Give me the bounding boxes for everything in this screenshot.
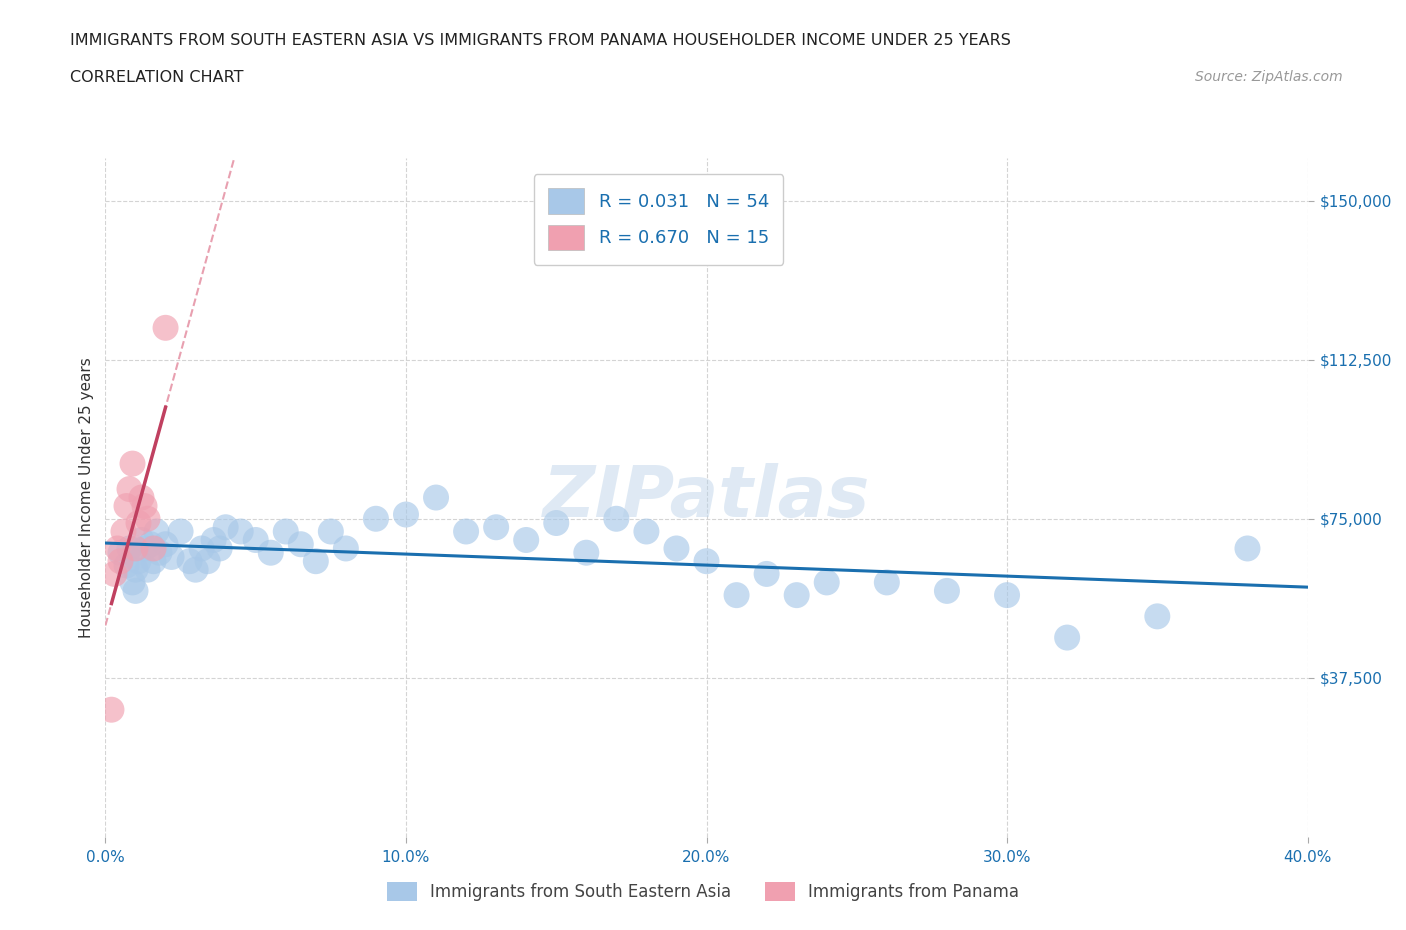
Point — [208, 541, 231, 556]
Point — [134, 498, 156, 513]
Point — [128, 515, 150, 530]
Point — [148, 545, 170, 560]
Point — [696, 553, 718, 568]
Point — [725, 588, 748, 603]
Point — [115, 558, 138, 573]
Point — [1146, 609, 1168, 624]
Point — [121, 575, 143, 590]
Point — [395, 507, 418, 522]
Point — [815, 575, 838, 590]
Point — [136, 563, 159, 578]
Point — [1236, 541, 1258, 556]
Point — [335, 541, 357, 556]
Point — [546, 515, 568, 530]
Point — [274, 525, 297, 539]
Point — [142, 553, 165, 568]
Point — [575, 545, 598, 560]
Point — [936, 583, 959, 598]
Point — [636, 525, 658, 539]
Text: IMMIGRANTS FROM SOUTH EASTERN ASIA VS IMMIGRANTS FROM PANAMA HOUSEHOLDER INCOME : IMMIGRANTS FROM SOUTH EASTERN ASIA VS IM… — [70, 33, 1011, 47]
Point — [128, 553, 150, 568]
Point — [245, 533, 267, 548]
Point — [202, 533, 225, 548]
Point — [115, 498, 138, 513]
Point — [107, 541, 129, 556]
Text: CORRELATION CHART: CORRELATION CHART — [70, 70, 243, 85]
Point — [364, 512, 387, 526]
Point — [786, 588, 808, 603]
Point — [118, 482, 141, 497]
Point — [131, 533, 153, 548]
Point — [197, 553, 219, 568]
Point — [103, 566, 125, 581]
Point — [515, 533, 537, 548]
Point — [160, 550, 183, 565]
Y-axis label: Householder Income Under 25 years: Householder Income Under 25 years — [79, 357, 94, 638]
Legend: R = 0.031   N = 54, R = 0.670   N = 15: R = 0.031 N = 54, R = 0.670 N = 15 — [533, 174, 783, 265]
Text: ZIPatlas: ZIPatlas — [543, 463, 870, 532]
Point — [755, 566, 778, 581]
Point — [155, 320, 177, 336]
Point — [131, 490, 153, 505]
Point — [454, 525, 477, 539]
Point — [110, 553, 132, 568]
Point — [305, 553, 328, 568]
Point — [155, 537, 177, 551]
Point — [605, 512, 627, 526]
Point — [485, 520, 508, 535]
Point — [876, 575, 898, 590]
Point — [169, 525, 191, 539]
Text: Source: ZipAtlas.com: Source: ZipAtlas.com — [1195, 70, 1343, 84]
Point — [425, 490, 447, 505]
Point — [665, 541, 688, 556]
Point — [124, 541, 146, 556]
Point — [319, 525, 342, 539]
Point — [136, 512, 159, 526]
Point — [142, 541, 165, 556]
Point — [139, 537, 162, 551]
Point — [110, 545, 132, 560]
Point — [995, 588, 1018, 603]
Point — [190, 541, 212, 556]
Point — [124, 563, 146, 578]
Point — [260, 545, 283, 560]
Point — [184, 563, 207, 578]
Point — [121, 457, 143, 472]
Legend: Immigrants from South Eastern Asia, Immigrants from Panama: Immigrants from South Eastern Asia, Immi… — [380, 875, 1026, 908]
Point — [112, 525, 135, 539]
Point — [100, 702, 122, 717]
Point — [118, 541, 141, 556]
Point — [134, 541, 156, 556]
Point — [145, 525, 167, 539]
Point — [179, 553, 201, 568]
Point — [1056, 631, 1078, 645]
Point — [214, 520, 236, 535]
Point — [290, 537, 312, 551]
Point — [229, 525, 252, 539]
Point — [124, 583, 146, 598]
